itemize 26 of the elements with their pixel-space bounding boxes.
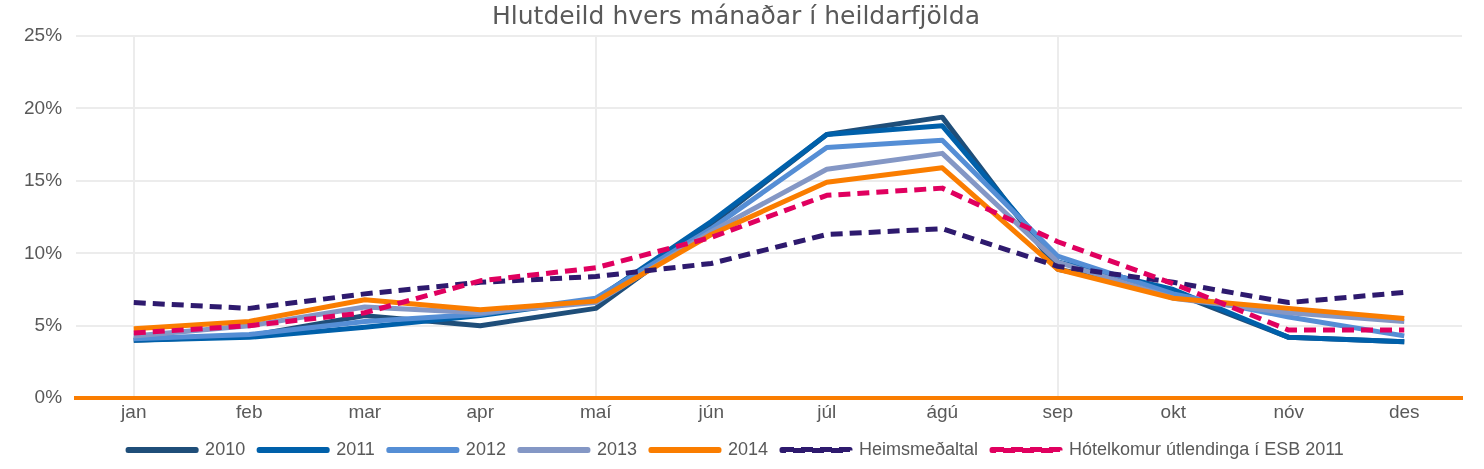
- x-tick-label: feb: [236, 400, 263, 422]
- x-tick-label: mar: [348, 400, 382, 422]
- y-tick-label: 0%: [34, 386, 63, 408]
- legend-label: 2012: [465, 438, 506, 459]
- chart-title: Hlutdeild hvers mánaðar í heildarfjölda: [492, 0, 980, 30]
- y-tick-label: 20%: [24, 96, 63, 118]
- y-tick-label: 5%: [34, 313, 63, 335]
- legend-label: 2010: [205, 438, 246, 459]
- x-tick-label: des: [1388, 400, 1420, 422]
- x-tick-label: jan: [120, 400, 147, 422]
- x-tick-label: okt: [1160, 400, 1187, 422]
- legend-label: 2014: [727, 438, 769, 459]
- legend-label: Hótelkomur útlendinga í ESB 2011: [1069, 438, 1344, 459]
- x-tick-label: ágú: [926, 400, 959, 422]
- x-tick-label: sep: [1042, 400, 1074, 422]
- y-tick-label: 15%: [24, 169, 63, 191]
- legend-label: 2013: [596, 438, 637, 459]
- x-tick-label: nóv: [1273, 400, 1305, 422]
- x-tick-label: maí: [579, 400, 613, 422]
- y-tick-label: 25%: [24, 24, 63, 46]
- x-tick-label: júl: [816, 400, 837, 422]
- legend-label: 2011: [336, 438, 375, 459]
- x-tick-label: jún: [697, 400, 724, 422]
- legend-label: Heimsmeðaltal: [859, 438, 979, 459]
- y-tick-label: 10%: [24, 241, 63, 263]
- x-tick-label: apr: [466, 400, 495, 422]
